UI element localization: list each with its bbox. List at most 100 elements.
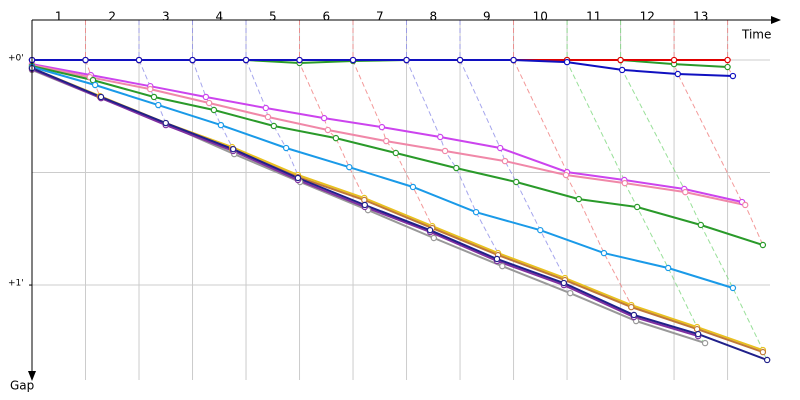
point [562,171,570,179]
point [496,144,504,152]
point [600,249,608,257]
point [694,330,702,338]
lap-label: 3 [162,10,170,24]
point [270,122,278,130]
lap-label: 7 [376,10,384,24]
series-line [31,66,734,289]
point [499,262,506,270]
point [617,56,624,64]
point [294,174,302,182]
point [670,56,678,64]
point [430,234,438,242]
point [759,348,767,356]
point [441,147,449,155]
point [150,93,158,101]
point [262,104,270,112]
lap-line [513,20,637,322]
lap-label: 13 [693,10,708,24]
point [217,121,225,129]
point [701,339,709,347]
point [162,119,169,127]
point [493,255,501,263]
point [664,264,672,272]
point [346,163,353,171]
point [324,126,332,134]
y-tick-label: +1' [8,279,24,289]
point [560,279,568,287]
point [618,66,626,74]
point [229,145,237,153]
point [426,226,434,234]
lap-label: 10 [533,10,548,24]
point [296,56,303,64]
point [742,201,749,209]
point [349,56,357,64]
point [361,201,369,209]
point [205,99,213,107]
point [135,56,143,64]
point [282,144,290,152]
point [628,303,635,311]
point [456,56,464,64]
point [392,149,400,157]
point [724,63,731,71]
point [563,58,571,66]
lap-line [673,20,764,246]
lap-label: 4 [215,10,223,24]
point [537,226,544,234]
series-line [31,67,764,354]
point [575,195,583,203]
point [403,56,410,64]
lap-line [727,20,734,77]
point [729,284,737,292]
point [510,56,517,64]
lap-label: 2 [108,10,116,24]
point [513,178,520,186]
point [633,203,641,211]
lap-label: 11 [586,10,601,24]
point [567,289,574,297]
point [693,325,701,333]
point [674,70,682,78]
point [763,356,771,364]
point [97,93,105,101]
point [621,179,629,187]
point [383,137,390,145]
point [472,208,480,216]
point [453,164,460,172]
lap-label: 5 [269,10,277,24]
point [202,93,210,101]
lap-label: 12 [640,10,655,24]
point [724,56,731,64]
lap-label: 1 [55,10,63,24]
point [501,157,509,165]
y-axis-label: Gap [10,379,34,393]
point [320,114,328,122]
point [242,56,250,64]
point [264,113,272,121]
series-points [28,56,771,364]
point [189,56,196,64]
grid [29,20,770,380]
series-lines [31,59,768,361]
series-line [32,59,733,77]
point [147,85,154,93]
series-line [31,63,743,203]
point [210,106,218,114]
labels: 1 2 3 4 5 6 7 8 9 10 11 12 13+0'+1' [8,10,708,289]
point [729,72,737,80]
point [332,134,340,142]
point [759,241,767,249]
point [630,311,638,319]
point [155,101,162,109]
point [409,183,417,191]
lap-line [138,20,167,126]
lap-label: 6 [322,10,330,24]
point [697,221,705,229]
x-axis-label: Time [741,28,771,42]
point [682,188,689,196]
y-tick-label: +0' [8,54,24,64]
lap-label: 9 [483,10,491,24]
series-line [31,67,768,361]
